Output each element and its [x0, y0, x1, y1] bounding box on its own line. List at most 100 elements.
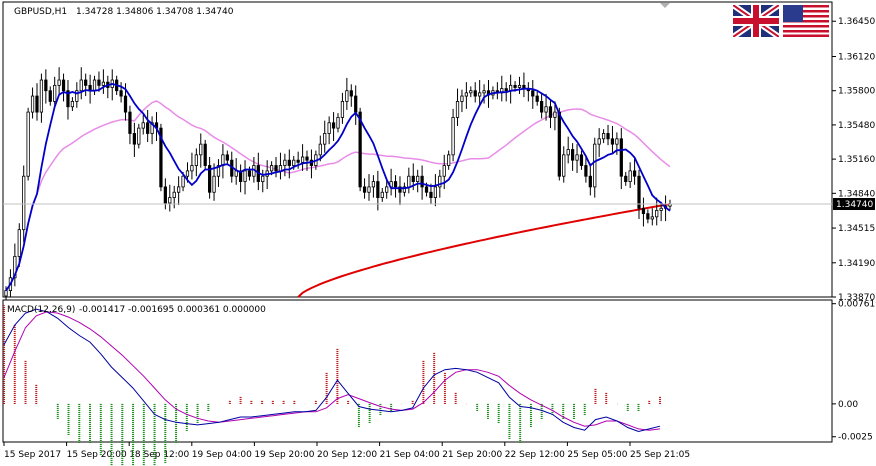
candle-body	[402, 186, 407, 193]
current-price-label: 1.34740	[836, 200, 873, 210]
candle-body	[340, 101, 345, 118]
candle-body	[296, 159, 300, 163]
candle	[159, 123, 163, 192]
candle	[659, 201, 663, 222]
current-price-line: 1.34740	[3, 198, 875, 211]
candle-body	[128, 111, 132, 134]
candle-body	[278, 165, 283, 172]
candle-body	[39, 79, 44, 113]
candle	[482, 84, 486, 104]
candle	[190, 152, 194, 180]
candle	[128, 105, 132, 145]
candle	[469, 86, 473, 98]
candle	[478, 80, 482, 105]
candle	[389, 168, 393, 196]
dropdown-arrow-icon[interactable]	[660, 3, 670, 8]
candle	[402, 182, 407, 197]
candle-body	[61, 79, 66, 92]
candle	[517, 76, 522, 94]
macd-tick-label: 0.00	[838, 400, 858, 410]
candle	[318, 135, 322, 162]
candle-body	[469, 90, 473, 94]
candle-body	[66, 90, 70, 108]
candle	[66, 80, 70, 120]
macd-frame	[2, 299, 833, 443]
candle	[628, 162, 632, 188]
candle	[208, 156, 212, 199]
candle	[345, 77, 349, 110]
candle	[601, 129, 606, 144]
price-tick-label: 1.33870	[838, 293, 875, 303]
candle-body	[588, 175, 592, 188]
candle	[447, 150, 451, 170]
candle	[570, 143, 575, 171]
candle-body	[659, 207, 663, 211]
candle-body	[447, 154, 451, 166]
candle-body	[393, 181, 398, 188]
candle	[451, 108, 455, 162]
time-tick-label: 25 Sep 05:00	[567, 450, 627, 460]
candle	[557, 107, 561, 181]
price-tick-label: 1.36120	[838, 53, 875, 63]
signal-line	[3, 311, 661, 431]
candle-body	[13, 255, 17, 279]
candle-body	[97, 79, 101, 86]
candle-body	[371, 181, 376, 188]
candle	[646, 209, 650, 224]
candle-body	[150, 122, 154, 134]
candle-body	[123, 95, 128, 113]
candle	[464, 82, 468, 109]
candle-body	[199, 143, 203, 156]
candle-body	[349, 90, 353, 97]
candle	[150, 116, 154, 145]
candle-body	[575, 154, 579, 161]
candle-body	[544, 106, 548, 113]
candle-body	[345, 90, 349, 102]
candle	[172, 185, 176, 209]
candle-body	[531, 90, 535, 97]
candle	[278, 152, 283, 180]
candle	[79, 67, 83, 100]
candle	[398, 176, 402, 206]
candle-body	[376, 181, 380, 198]
candle-body	[216, 165, 221, 177]
candle	[101, 69, 106, 94]
candle	[309, 149, 314, 179]
candle-body	[92, 79, 97, 92]
candle-body	[385, 186, 389, 193]
candle	[637, 169, 641, 219]
candle	[238, 164, 243, 193]
candle-body	[517, 84, 522, 88]
candle-body	[212, 175, 216, 193]
candle	[597, 128, 601, 157]
candle	[540, 92, 544, 119]
candle	[44, 69, 48, 104]
candle-body	[101, 81, 106, 86]
candle-body	[358, 111, 362, 188]
time-tick-label: 18 Sep 12:00	[129, 450, 189, 460]
candle	[606, 124, 610, 146]
candle-body	[362, 186, 367, 193]
candle	[650, 208, 654, 226]
candle	[39, 73, 44, 123]
candle	[473, 82, 477, 103]
candle-body	[261, 175, 265, 182]
candle	[358, 107, 362, 192]
candle	[35, 83, 39, 121]
candle-body	[79, 79, 83, 92]
time-tick-label: 15 Sep 2017	[4, 450, 61, 460]
candle	[243, 160, 247, 195]
candle-body	[185, 170, 190, 177]
us-flag-icon	[783, 5, 829, 37]
candle-body	[181, 175, 185, 188]
candle-body	[606, 133, 610, 140]
candle	[199, 133, 203, 168]
candle	[70, 97, 75, 112]
macd-tick-label: -0.0025	[838, 433, 873, 443]
candle	[119, 82, 123, 103]
candle	[526, 82, 530, 102]
candle-body	[238, 170, 243, 182]
price-axis: 1.36450 1.36120 1.35800 1.35480 1.35160 1.348…	[832, 17, 875, 303]
